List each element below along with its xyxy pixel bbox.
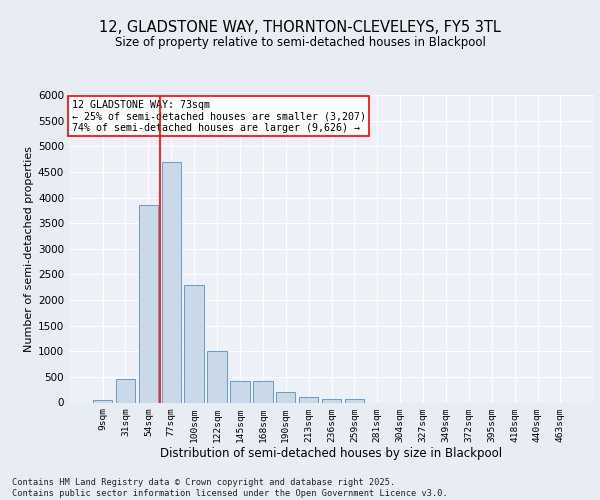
Y-axis label: Number of semi-detached properties: Number of semi-detached properties xyxy=(24,146,34,352)
Bar xyxy=(230,381,250,402)
Bar xyxy=(139,205,158,402)
Bar xyxy=(93,400,112,402)
Bar xyxy=(322,399,341,402)
Bar xyxy=(161,162,181,402)
Text: Contains HM Land Registry data © Crown copyright and database right 2025.
Contai: Contains HM Land Registry data © Crown c… xyxy=(12,478,448,498)
X-axis label: Distribution of semi-detached houses by size in Blackpool: Distribution of semi-detached houses by … xyxy=(160,448,503,460)
Bar xyxy=(208,351,227,403)
Bar xyxy=(344,399,364,402)
Bar xyxy=(299,398,319,402)
Bar xyxy=(184,284,204,403)
Bar xyxy=(253,381,272,402)
Bar xyxy=(276,392,295,402)
Text: Size of property relative to semi-detached houses in Blackpool: Size of property relative to semi-detach… xyxy=(115,36,485,49)
Text: 12 GLADSTONE WAY: 73sqm
← 25% of semi-detached houses are smaller (3,207)
74% of: 12 GLADSTONE WAY: 73sqm ← 25% of semi-de… xyxy=(71,100,365,133)
Text: 12, GLADSTONE WAY, THORNTON-CLEVELEYS, FY5 3TL: 12, GLADSTONE WAY, THORNTON-CLEVELEYS, F… xyxy=(99,20,501,35)
Bar xyxy=(116,380,135,402)
